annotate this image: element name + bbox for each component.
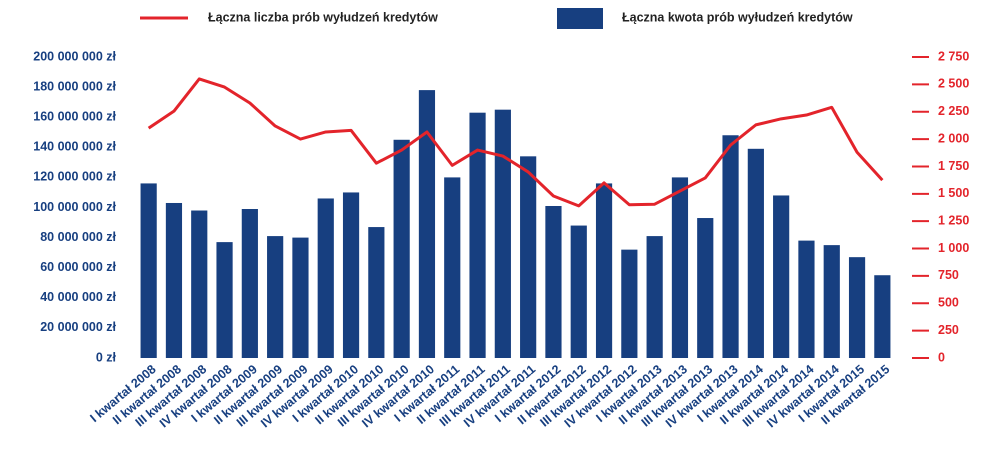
y2-tick-label: 2 750 xyxy=(938,49,969,63)
y-tick-label: 100 000 000 zł xyxy=(33,200,116,214)
line xyxy=(147,77,884,208)
bar xyxy=(241,209,258,358)
y-tick-label: 0 zł xyxy=(96,350,117,364)
y-tick-label: 60 000 000 zł xyxy=(40,260,116,274)
bar xyxy=(671,177,689,358)
bar xyxy=(494,109,511,358)
legend-label: Łączna kwota prób wyłudzeń kredytów xyxy=(622,10,853,24)
bar xyxy=(874,275,891,358)
bar xyxy=(848,257,866,358)
y2-tick-label: 0 xyxy=(938,350,945,364)
bar xyxy=(722,135,739,358)
bar xyxy=(621,249,638,358)
bar xyxy=(773,195,790,358)
y2-tick-label: 1 000 xyxy=(938,241,969,255)
bar xyxy=(444,177,461,358)
y-tick-label: 160 000 000 zł xyxy=(33,109,116,123)
y-tick-label: 200 000 000 zł xyxy=(33,49,116,63)
legend-swatch xyxy=(557,8,603,29)
bar xyxy=(191,210,208,358)
bar xyxy=(140,183,157,358)
bar xyxy=(570,225,587,358)
bar xyxy=(216,242,233,358)
y2-tick-label: 1 250 xyxy=(938,213,969,227)
y2-tick-label: 500 xyxy=(938,296,959,310)
y-tick-label: 80 000 000 zł xyxy=(40,230,116,244)
y-tick-label: 120 000 000 zł xyxy=(33,170,116,184)
legend-label: Łączna liczba prób wyłudzeń kredytów xyxy=(208,10,438,24)
bar xyxy=(545,205,562,358)
bar xyxy=(267,236,284,358)
y2-tick-label: 2 000 xyxy=(938,131,969,145)
y2-tick-label: 2 250 xyxy=(938,104,969,118)
bar xyxy=(747,148,764,358)
bar xyxy=(342,192,360,358)
y2-tick-label: 2 500 xyxy=(938,77,969,91)
bar xyxy=(368,227,385,358)
y-tick-label: 140 000 000 zł xyxy=(33,140,116,154)
y-tick-label: 180 000 000 zł xyxy=(33,79,116,93)
bar xyxy=(317,198,334,358)
bar xyxy=(823,245,840,358)
bar xyxy=(393,139,410,358)
y2-tick-label: 750 xyxy=(938,268,959,282)
bar xyxy=(418,90,436,359)
bar xyxy=(292,237,309,358)
y2-tick-label: 250 xyxy=(938,323,959,337)
bar xyxy=(165,202,183,358)
bar xyxy=(469,112,486,358)
y2-tick-label: 1 500 xyxy=(938,186,969,200)
y2-tick-label: 1 750 xyxy=(938,159,969,173)
bar xyxy=(697,218,714,358)
y-tick-label: 20 000 000 zł xyxy=(40,320,116,334)
bar xyxy=(798,240,815,358)
y-tick-label: 40 000 000 zł xyxy=(40,290,116,304)
bar xyxy=(520,156,537,358)
bar xyxy=(595,183,613,358)
bar xyxy=(646,236,663,358)
